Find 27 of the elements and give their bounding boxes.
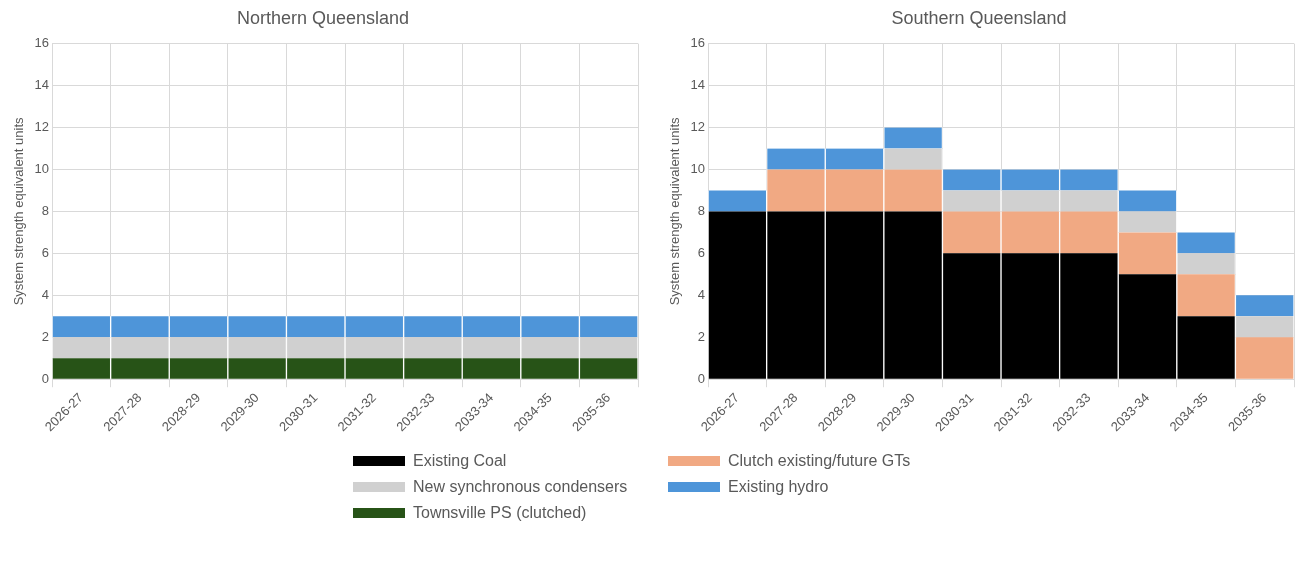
y-axis-title: System strength equivalent units xyxy=(11,116,27,306)
y-tick-label: 12 xyxy=(690,119,706,135)
y-tick-label: 14 xyxy=(34,77,50,93)
y-tick-label: 16 xyxy=(690,35,706,51)
y-tick-label: 8 xyxy=(697,203,706,218)
y-tick-label: 4 xyxy=(41,286,50,302)
y-tick-label: 0 xyxy=(41,370,50,386)
y-tick-label: 2 xyxy=(41,328,50,344)
y-tick-label: 10 xyxy=(34,161,50,177)
y-tick-label: 16 xyxy=(34,35,50,51)
y-tick-label: 6 xyxy=(41,244,50,260)
y-tick-label: 8 xyxy=(41,203,50,218)
y-tick-label: 14 xyxy=(690,77,706,93)
y-tick-label: 6 xyxy=(697,244,706,260)
chart-title: Northern Queensland xyxy=(236,7,410,28)
y-tick-label: 2 xyxy=(697,328,706,344)
chart-title: Southern Queensland xyxy=(891,7,1067,28)
legend-label: Townsville PS (clutched) xyxy=(413,504,587,522)
legend-label: Existing Coal xyxy=(413,452,507,470)
legend-label: Existing hydro xyxy=(728,478,829,496)
y-tick-label: 0 xyxy=(697,370,706,386)
y-tick-label: 4 xyxy=(697,286,706,302)
legend-label: New synchronous condensers xyxy=(413,478,628,496)
y-tick-label: 12 xyxy=(34,119,50,135)
legend-label: Clutch existing/future GTs xyxy=(728,452,911,470)
y-axis-title: System strength equivalent units xyxy=(667,116,683,306)
y-tick-label: 10 xyxy=(690,161,706,177)
